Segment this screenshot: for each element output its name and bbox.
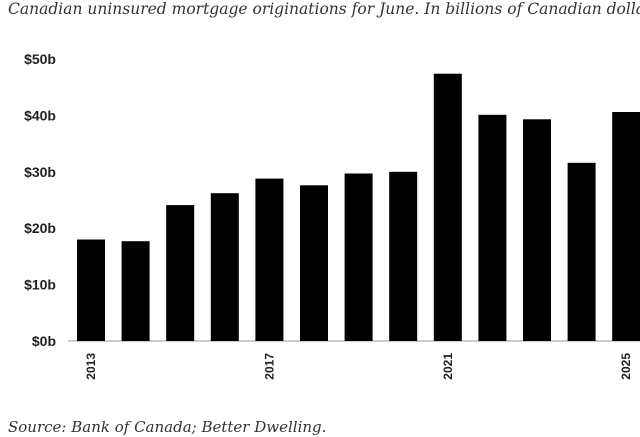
bars [77,73,640,341]
bar-2014 [121,241,150,341]
bar-2020 [389,171,418,341]
y-tick-label: $30b [24,164,56,180]
y-tick-label: $20b [24,220,56,236]
source-note: Source: Bank of Canada; Better Dwelling. [8,418,327,436]
bar-2021 [433,73,462,341]
x-tick-label: 2017 [262,353,276,380]
x-tick-label: 2025 [619,353,633,380]
x-axis-ticks: 2013 2017 2021 2025 [84,353,633,380]
y-tick-label: $10b [24,277,56,293]
y-tick-label: $0b [32,333,56,349]
bar-2023 [523,119,551,341]
bar-2019 [344,173,373,341]
x-tick-label: 2021 [441,353,455,380]
bar-2016 [210,193,239,341]
bar-2024 [567,162,596,341]
bar-2022 [478,114,507,341]
bar-2017 [255,178,284,341]
y-axis-ticks: $0b $10b $20b $30b $40b $50b [24,51,56,349]
chart-title: Canadian uninsured mortgage originations… [8,0,640,18]
bar-2015 [166,205,195,341]
y-tick-label: $50b [24,51,56,67]
bar-2013 [77,239,105,341]
bar-2018 [300,185,328,341]
x-tick-label: 2013 [84,353,98,380]
bar-2025 [612,112,640,341]
y-tick-label: $40b [24,107,56,123]
